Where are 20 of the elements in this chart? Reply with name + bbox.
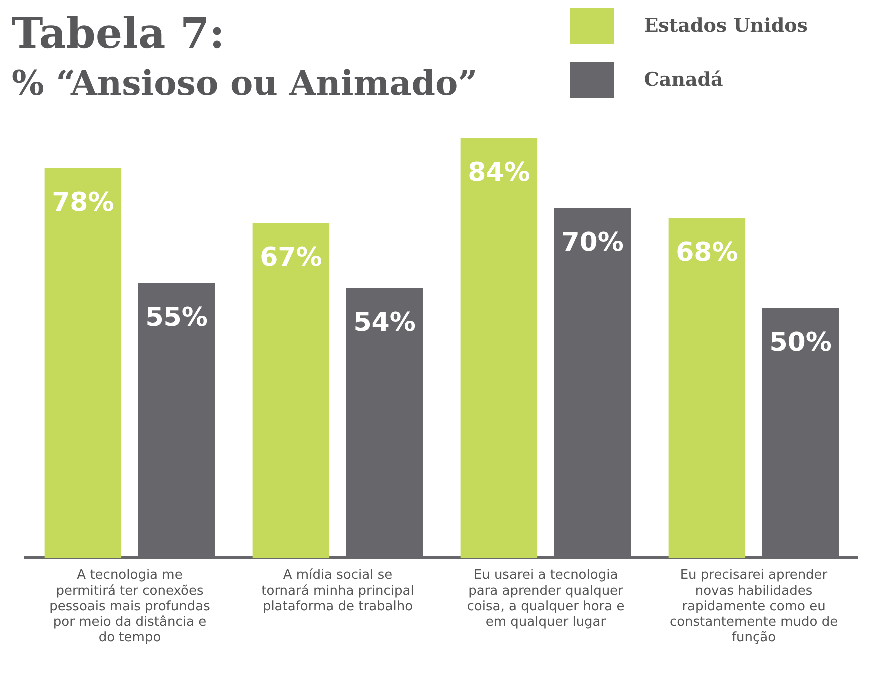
data-label: 67%	[260, 242, 322, 273]
data-label: 68%	[676, 238, 738, 268]
bar	[44, 168, 122, 558]
x-tick-label: Eu usarei a tecnologia para aprender qualquer coisa, a qualquer hora e em qualquer lugar	[467, 568, 625, 630]
bar	[668, 218, 746, 558]
x-tick-label: A tecnologia me permitirá ter conexões pessoais mais profundas por meio da distância e do tempo	[50, 568, 211, 646]
chart-title: Tabela 7:	[12, 8, 226, 60]
bar	[460, 138, 538, 558]
x-tick-label: A mídia social se tornará minha principal plataforma de trabalho	[262, 568, 414, 614]
data-label: 54%	[354, 308, 416, 338]
data-label: 55%	[146, 302, 208, 333]
data-label: 70%	[562, 228, 624, 258]
chart-subtitle: % “Ansioso ou Animado”	[12, 63, 478, 106]
bar	[252, 223, 330, 558]
data-label: 50%	[770, 328, 832, 358]
legend-label: Estados Unidos	[644, 15, 808, 37]
x-tick-label: Eu precisarei aprender novas habilidades rapidamente como eu constantemente mudo de função	[670, 568, 838, 646]
data-label: 84%	[468, 158, 530, 188]
data-label: 78%	[52, 188, 114, 218]
legend-label: Canadá	[644, 69, 724, 91]
